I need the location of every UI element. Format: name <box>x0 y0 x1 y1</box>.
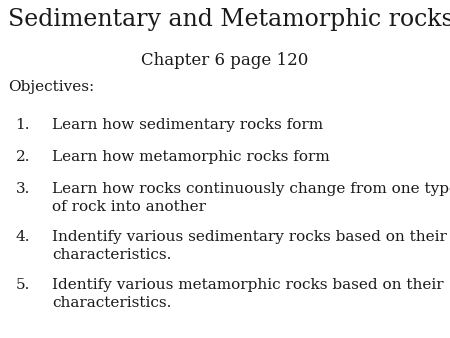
Text: Indentify various sedimentary rocks based on their
characteristics.: Indentify various sedimentary rocks base… <box>52 230 447 262</box>
Text: Sedimentary and Metamorphic rocks: Sedimentary and Metamorphic rocks <box>8 8 450 31</box>
Text: Objectives:: Objectives: <box>8 80 94 94</box>
Text: Identify various metamorphic rocks based on their
characteristics.: Identify various metamorphic rocks based… <box>52 278 444 310</box>
Text: 4.: 4. <box>15 230 30 244</box>
Text: 2.: 2. <box>15 150 30 164</box>
Text: 5.: 5. <box>16 278 30 292</box>
Text: 3.: 3. <box>16 182 30 196</box>
Text: Learn how sedimentary rocks form: Learn how sedimentary rocks form <box>52 118 323 132</box>
Text: Learn how metamorphic rocks form: Learn how metamorphic rocks form <box>52 150 330 164</box>
Text: Learn how rocks continuously change from one type
of rock into another: Learn how rocks continuously change from… <box>52 182 450 214</box>
Text: Chapter 6 page 120: Chapter 6 page 120 <box>141 52 309 69</box>
Text: 1.: 1. <box>15 118 30 132</box>
